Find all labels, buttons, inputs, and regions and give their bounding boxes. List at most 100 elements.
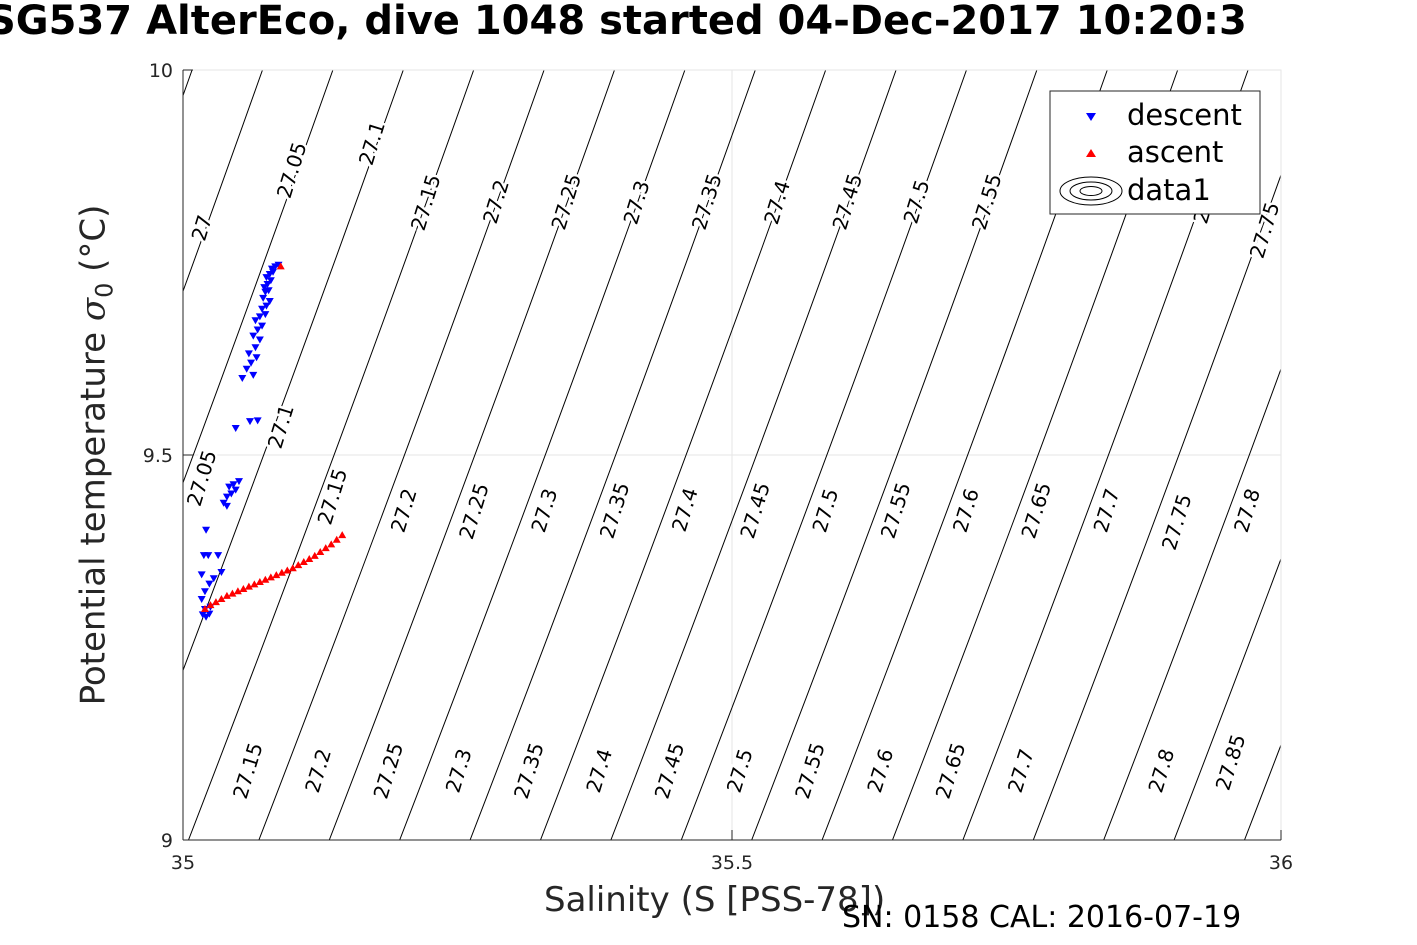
descent-point <box>227 490 236 498</box>
descent-point <box>261 311 270 319</box>
ascent-point <box>200 605 209 612</box>
descent-point <box>198 611 207 619</box>
descent-point <box>262 274 271 282</box>
y-tick-label: 10 <box>149 60 173 82</box>
descent-point <box>214 552 223 560</box>
ascent-point <box>299 558 308 566</box>
density-contour-line <box>1173 557 1281 840</box>
serial-calibration-footer: SN: 0158 CAL: 2016-07-19 <box>842 900 1242 935</box>
ascent-point <box>255 578 264 586</box>
descent-point <box>251 317 260 325</box>
density-contour-line <box>469 70 756 840</box>
ascent-point <box>250 580 259 588</box>
density-contour-line <box>1103 367 1281 840</box>
density-contour-line <box>183 70 263 293</box>
x-tick-label: 35.5 <box>711 852 753 874</box>
descent-point <box>231 425 240 433</box>
ascent-point <box>321 544 330 552</box>
ascent-point <box>244 582 253 590</box>
ascent-point <box>217 594 226 602</box>
density-contour-line <box>183 70 334 485</box>
descent-point <box>197 571 206 579</box>
y-axis-label-unit: (°C) <box>73 204 114 283</box>
chart-title: SG537 AlterEco, dive 1048 started 04-Dec… <box>0 0 1247 44</box>
descent-point <box>260 284 269 292</box>
x-axis-label: Salinity (S [PSS-78]) <box>544 880 886 920</box>
ascent-point <box>305 554 314 562</box>
legend-descent-label: descent <box>1127 98 1242 132</box>
descent-point <box>200 588 209 596</box>
density-contour-line <box>751 70 1038 840</box>
descent-point <box>252 354 261 362</box>
legend-ascent-label: ascent <box>1127 135 1223 169</box>
density-contour-line <box>680 70 967 840</box>
descent-point <box>199 552 208 560</box>
descent-point <box>253 417 262 425</box>
descent-point <box>261 288 270 296</box>
ascent-point <box>288 564 297 572</box>
legend-ascent-marker <box>1086 149 1096 157</box>
descent-point <box>253 326 262 334</box>
ascent-point <box>327 540 336 548</box>
ascent-point <box>228 589 237 597</box>
ascent-point <box>272 571 281 579</box>
grid <box>183 70 1281 840</box>
y-axis-label: Potential temperature σ0 (°C) <box>74 205 119 706</box>
descent-point <box>265 298 274 305</box>
ascent-point <box>310 551 319 559</box>
legend: descent ascent data1 <box>1049 90 1261 215</box>
ascent-point <box>276 262 285 270</box>
density-contours <box>183 70 1281 840</box>
ascent-point <box>283 566 292 574</box>
density-contour-line <box>540 70 827 840</box>
y-axis-label-subscript: 0 <box>90 282 119 298</box>
descent-point <box>242 365 251 373</box>
ascent-point <box>266 573 275 581</box>
descent-point <box>238 375 247 382</box>
descent-point <box>259 294 268 302</box>
descent-point <box>225 483 234 491</box>
legend-descent-marker <box>1086 113 1096 121</box>
descent-point <box>217 569 226 577</box>
descent-point <box>234 478 243 486</box>
y-tick-label: 9.5 <box>143 445 173 467</box>
axes: 35 35.5 36 9 9.5 10 <box>143 60 1293 874</box>
ascent-point <box>261 575 270 583</box>
descent-point <box>231 486 240 494</box>
descent-point <box>222 502 231 510</box>
density-contour-line <box>183 70 404 672</box>
ascent-point <box>338 531 347 539</box>
descent-point <box>251 344 260 352</box>
x-tick-label: 36 <box>1269 852 1293 874</box>
x-tick-label: 35 <box>171 852 195 874</box>
descent-point <box>244 350 253 358</box>
ascent-point <box>332 535 341 543</box>
descent-point <box>245 418 254 426</box>
density-contour-line <box>1032 173 1281 840</box>
y-axis-label-text: Potential temperature <box>73 321 114 706</box>
descent-point <box>209 575 218 583</box>
density-contour-line <box>258 70 545 840</box>
descent-point <box>258 322 267 330</box>
ascent-point <box>316 548 325 556</box>
descent-point <box>249 332 258 340</box>
ascent-point <box>222 591 231 599</box>
density-contour-line <box>188 70 475 840</box>
descent-point <box>262 302 271 310</box>
density-contour-line <box>328 70 615 840</box>
descent-point <box>255 313 264 321</box>
density-contour-line <box>399 70 686 840</box>
y-tick-label: 9 <box>161 830 173 852</box>
descent-point <box>197 595 206 603</box>
ascent-point <box>239 584 248 592</box>
ascent-point <box>233 587 242 595</box>
legend-contour-icon <box>1059 176 1123 206</box>
y-axis-label-sigma: σ <box>73 297 114 322</box>
ascent-point <box>277 568 286 576</box>
descent-point <box>247 359 256 367</box>
ascent-point <box>211 598 220 606</box>
descent-point <box>205 580 214 588</box>
legend-data1-label: data1 <box>1127 173 1211 207</box>
descent-point <box>229 481 238 489</box>
